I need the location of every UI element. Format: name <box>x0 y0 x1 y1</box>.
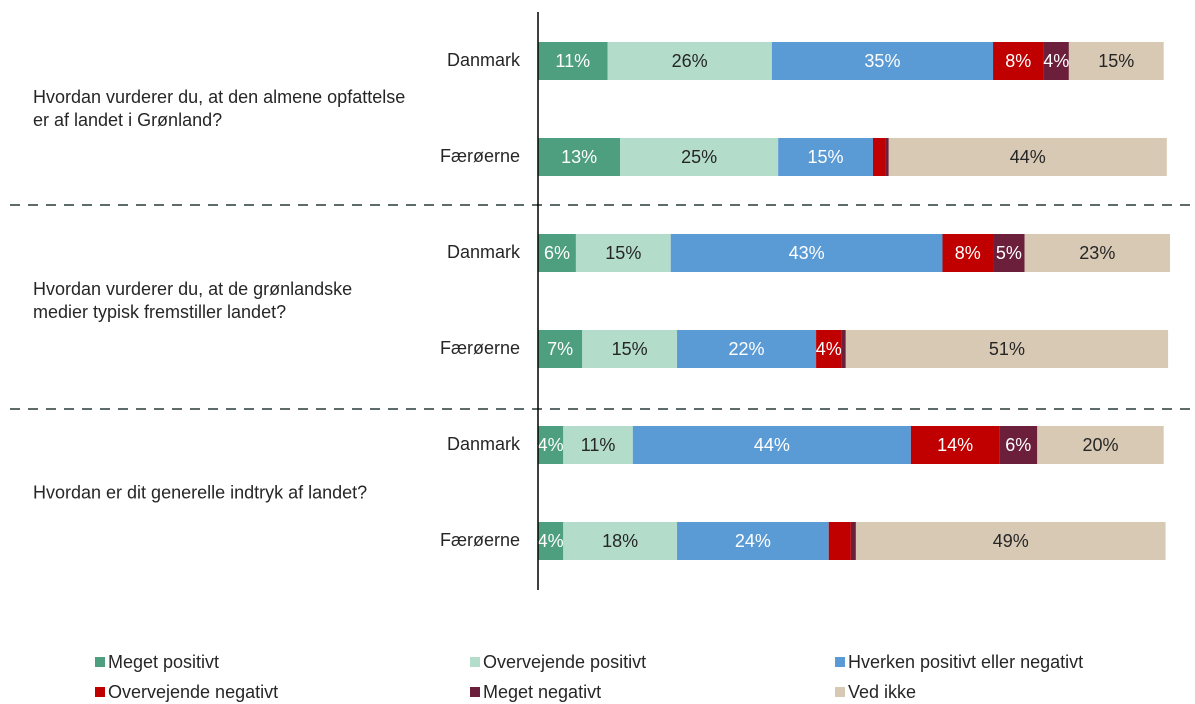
bar-segment <box>582 330 678 368</box>
legend-swatch <box>95 687 105 697</box>
bar-segment <box>1037 426 1164 464</box>
bar-segment <box>942 234 994 272</box>
legend-label: Hverken positivt eller negativt <box>848 652 1083 672</box>
value-label: 26% <box>672 51 708 71</box>
group-label: Hvordan vurderer du, at de grønlandske m… <box>33 279 353 322</box>
bar-segment <box>845 330 1169 368</box>
bar-segment <box>885 138 889 176</box>
bar-segment <box>563 522 678 560</box>
value-label: 8% <box>955 243 981 263</box>
legend-swatch <box>470 687 480 697</box>
value-label: 6% <box>1005 435 1031 455</box>
bar-segment <box>816 330 842 368</box>
value-label: 18% <box>602 531 638 551</box>
value-label: 15% <box>605 243 641 263</box>
value-label: 14% <box>937 435 973 455</box>
value-label: 8% <box>1005 51 1031 71</box>
value-label: 44% <box>1010 147 1046 167</box>
value-label: 44% <box>754 435 790 455</box>
value-label: 24% <box>735 531 771 551</box>
value-label: 4% <box>538 435 564 455</box>
bar-segment <box>993 42 1044 80</box>
value-label: 43% <box>789 243 825 263</box>
bar-segment <box>1068 42 1164 80</box>
bar-segment <box>993 234 1025 272</box>
value-label: 49% <box>993 531 1029 551</box>
legend-swatch <box>835 657 845 667</box>
category-label: Danmark <box>447 50 521 70</box>
value-label: 4% <box>538 531 564 551</box>
bar-segment <box>538 234 576 272</box>
bar-segment <box>538 522 564 560</box>
value-label: 5% <box>996 243 1022 263</box>
legend-label: Overvejende negativt <box>108 682 278 702</box>
bar-segment <box>538 138 621 176</box>
bar-segment <box>841 330 846 368</box>
bar-segment <box>999 426 1038 464</box>
legend-label: Meget positivt <box>108 652 219 672</box>
legend-label: Ved ikke <box>848 682 916 702</box>
value-label: 51% <box>989 339 1025 359</box>
value-label: 4% <box>816 339 842 359</box>
value-label: 15% <box>612 339 648 359</box>
bar-segment <box>828 522 851 560</box>
bar-segment <box>538 426 564 464</box>
value-label: 23% <box>1079 243 1115 263</box>
category-label: Færøerne <box>440 338 520 358</box>
value-label: 7% <box>547 339 573 359</box>
bar-segment <box>872 138 886 176</box>
bar-segment <box>670 234 943 272</box>
legend-swatch <box>95 657 105 667</box>
value-label: 15% <box>808 147 844 167</box>
bar-segment <box>850 522 856 560</box>
bar-segment <box>538 330 583 368</box>
group-label: Hvordan vurderer du, at den almene opfat… <box>33 87 406 130</box>
value-label: 4% <box>1043 51 1069 71</box>
value-label: 20% <box>1082 435 1118 455</box>
bar-segment <box>538 42 608 80</box>
bar-segment <box>1024 234 1170 272</box>
legend-label: Meget negativt <box>483 682 601 702</box>
bar-segment <box>1043 42 1069 80</box>
bar-segment <box>910 426 1000 464</box>
bar-segment <box>563 426 633 464</box>
legend-label: Overvejende positivt <box>483 652 646 672</box>
bar-segment <box>855 522 1166 560</box>
value-label: 6% <box>544 243 570 263</box>
value-label: 11% <box>555 51 590 71</box>
bar-segment <box>620 138 779 176</box>
category-label: Danmark <box>447 242 521 262</box>
value-label: 11% <box>581 435 616 455</box>
legend-swatch <box>835 687 845 697</box>
value-label: 13% <box>561 147 597 167</box>
value-label: 22% <box>729 339 765 359</box>
value-label: 15% <box>1098 51 1134 71</box>
category-label: Færøerne <box>440 146 520 166</box>
value-label: 35% <box>864 51 900 71</box>
bar-segment <box>607 42 772 80</box>
bar-segment <box>677 522 829 560</box>
bar-segment <box>575 234 671 272</box>
bar-segment <box>771 42 994 80</box>
bar-segment <box>677 330 817 368</box>
value-label: 25% <box>681 147 717 167</box>
legend-swatch <box>470 657 480 667</box>
bar-segment <box>778 138 873 176</box>
category-label: Færøerne <box>440 530 520 550</box>
bar-segment <box>632 426 911 464</box>
category-label: Danmark <box>447 434 521 454</box>
group-label: Hvordan er dit generelle indtryk af land… <box>33 482 368 503</box>
bar-segment <box>888 138 1167 176</box>
